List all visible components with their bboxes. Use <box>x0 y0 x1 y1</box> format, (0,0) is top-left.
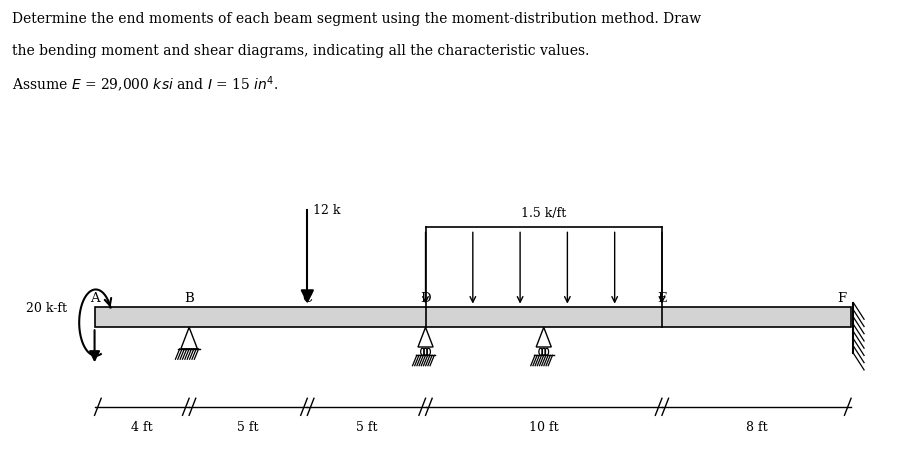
Text: 5 ft: 5 ft <box>238 421 259 434</box>
Text: 8 ft: 8 ft <box>746 421 767 434</box>
Text: E: E <box>657 292 667 305</box>
Text: D: D <box>420 292 431 305</box>
Text: 10 ft: 10 ft <box>529 421 559 434</box>
Text: 5 ft: 5 ft <box>356 421 377 434</box>
Text: 12 k: 12 k <box>313 204 341 217</box>
Text: F: F <box>837 292 846 305</box>
Bar <box>95 307 851 327</box>
Text: B: B <box>184 292 194 305</box>
Text: 1.5 k/ft: 1.5 k/ft <box>521 207 566 220</box>
Text: 20 k-ft: 20 k-ft <box>27 302 67 315</box>
Text: 4 ft: 4 ft <box>131 421 153 434</box>
Text: Determine the end moments of each beam segment using the moment-distribution met: Determine the end moments of each beam s… <box>12 12 701 26</box>
Text: A: A <box>89 292 100 305</box>
Text: Assume $E$ = 29,000 $ksi$ and $I$ = 15 $in^4$.: Assume $E$ = 29,000 $ksi$ and $I$ = 15 $… <box>12 75 278 95</box>
Text: C: C <box>302 292 313 305</box>
Text: the bending moment and shear diagrams, indicating all the characteristic values.: the bending moment and shear diagrams, i… <box>12 44 589 58</box>
